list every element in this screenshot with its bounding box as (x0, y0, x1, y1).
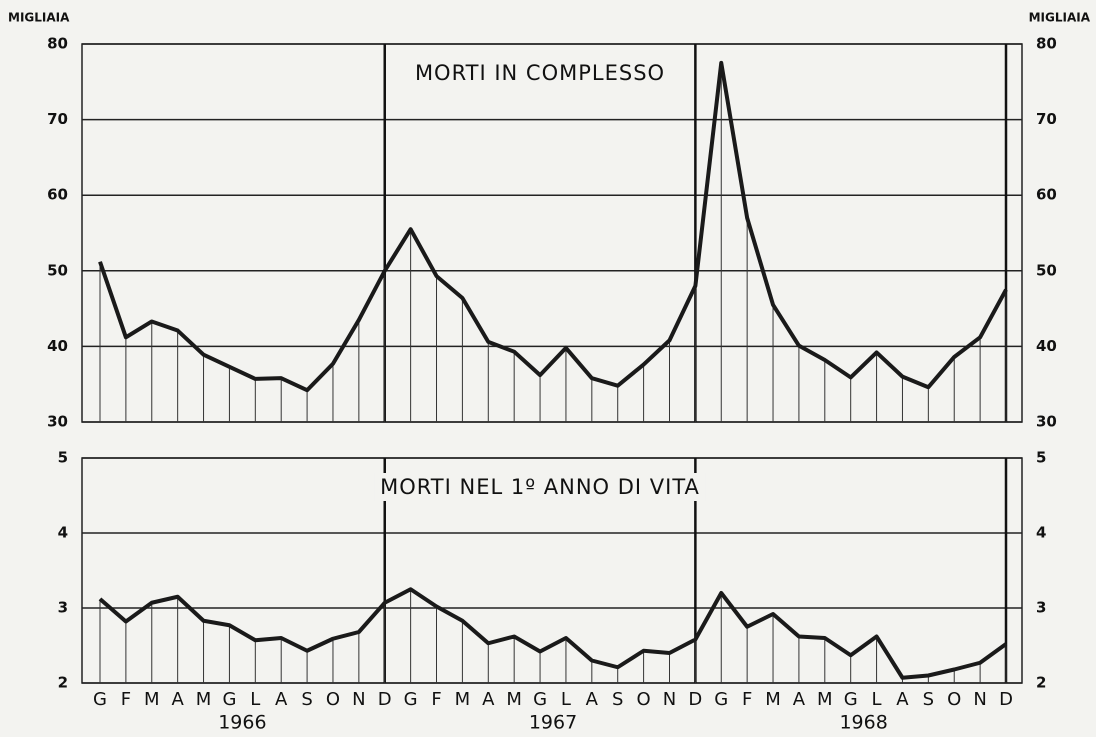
data-line (98, 587, 1008, 680)
y-tick-label-right: 4 (1036, 524, 1046, 542)
x-tick-label: A (793, 689, 806, 710)
data-line (98, 60, 1008, 393)
x-tick-label: L (561, 689, 571, 710)
x-tick-label: O (326, 689, 340, 710)
x-tick-label: G (404, 689, 418, 710)
x-tick-label: G (714, 689, 728, 710)
x-tick-label: D (999, 689, 1013, 710)
x-tick-label: G (533, 689, 547, 710)
x-tick-label: N (352, 689, 365, 710)
year-label: 1968 (839, 712, 887, 734)
x-tick-label: L (872, 689, 882, 710)
x-tick-label: M (506, 689, 522, 710)
y-tick-label-right: 50 (1036, 261, 1057, 279)
y-tick-label-right: 40 (1036, 337, 1057, 355)
x-tick-label: M (765, 689, 781, 710)
x-tick-label: D (688, 689, 702, 710)
x-tick-label: A (482, 689, 495, 710)
y-tick-label: 4 (58, 524, 68, 542)
y-tick-label-right: 3 (1036, 599, 1046, 617)
x-tick-label: D (378, 689, 392, 710)
y-tick-label-right: 30 (1036, 413, 1057, 431)
x-tick-label: N (663, 689, 676, 710)
x-tick-label: F (742, 689, 752, 710)
y-tick-label: 5 (58, 449, 68, 467)
y-tick-label: 40 (47, 337, 68, 355)
y-tick-label: 70 (47, 110, 68, 128)
year-label: 1967 (529, 712, 577, 734)
y-tick-label-right: 70 (1036, 110, 1057, 128)
y-tick-label-right: 60 (1036, 186, 1057, 204)
x-tick-label: G (844, 689, 858, 710)
x-tick-label: A (275, 689, 288, 710)
x-tick-label: N (973, 689, 986, 710)
y-tick-label-right: 80 (1036, 35, 1057, 53)
x-tick-label: G (222, 689, 236, 710)
x-tick-label: O (637, 689, 651, 710)
y-tick-label: 30 (47, 413, 68, 431)
x-tick-label: M (144, 689, 160, 710)
x-tick-label: S (612, 689, 623, 710)
x-tick-label: M (817, 689, 833, 710)
x-tick-label: F (431, 689, 441, 710)
x-tick-label: M (455, 689, 471, 710)
y-axis-label: MIGLIAIA (8, 11, 70, 25)
y-tick-label: 2 (58, 674, 68, 692)
title-bg (408, 59, 672, 87)
y-tick-label-right: 5 (1036, 449, 1046, 467)
panel-title: MORTI IN COMPLESSO (415, 61, 665, 85)
title-bg (374, 473, 706, 501)
x-tick-label: G (93, 689, 107, 710)
x-tick-label: F (121, 689, 131, 710)
panel-title: MORTI NEL 1º ANNO DI VITA (380, 475, 700, 499)
x-tick-label: A (896, 689, 909, 710)
year-label: 1966 (218, 712, 266, 734)
y-tick-label: 80 (47, 35, 68, 53)
x-tick-label: S (301, 689, 312, 710)
x-tick-label: A (586, 689, 599, 710)
x-tick-label: M (196, 689, 212, 710)
y-tick-label: 60 (47, 186, 68, 204)
y-tick-label: 50 (47, 261, 68, 279)
y-tick-label-right: 2 (1036, 674, 1046, 692)
x-tick-label: O (947, 689, 961, 710)
x-tick-label: A (171, 689, 184, 710)
x-tick-label: S (923, 689, 934, 710)
y-tick-label: 3 (58, 599, 68, 617)
y-axis-label-right: MIGLIAIA (1029, 11, 1091, 25)
x-tick-label: L (250, 689, 260, 710)
